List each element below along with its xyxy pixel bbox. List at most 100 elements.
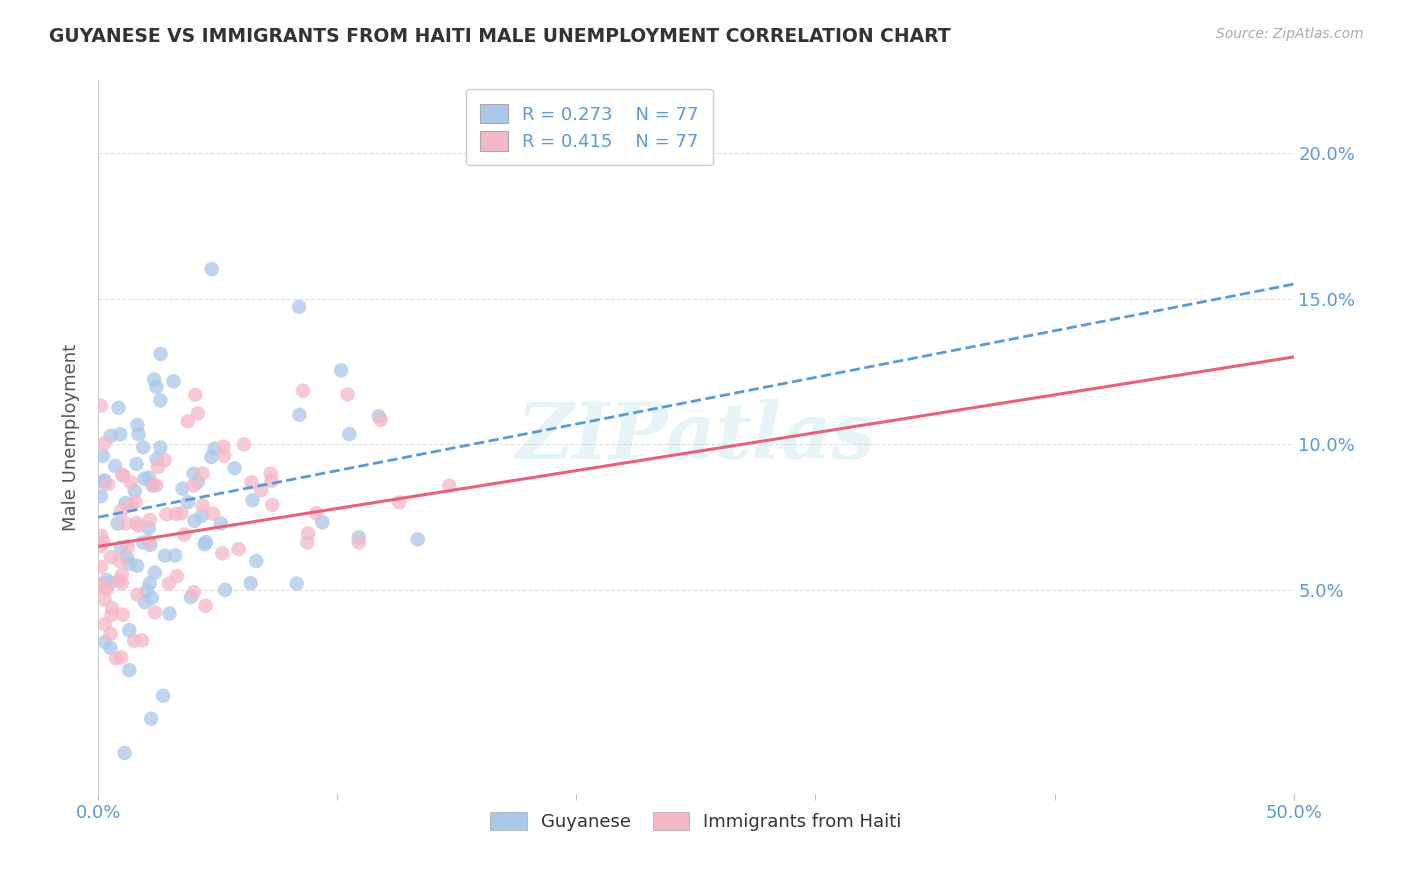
Point xyxy=(166,569,188,583)
Point xyxy=(149,393,172,408)
Point xyxy=(143,566,166,580)
Point xyxy=(97,477,120,491)
Point xyxy=(125,457,148,471)
Point xyxy=(194,537,217,551)
Point xyxy=(336,387,359,401)
Point xyxy=(165,549,187,563)
Point xyxy=(107,516,129,531)
Point xyxy=(406,533,429,547)
Point xyxy=(124,495,146,509)
Point xyxy=(228,542,250,557)
Point xyxy=(94,635,117,649)
Point xyxy=(122,633,145,648)
Point xyxy=(149,347,172,361)
Point xyxy=(120,475,142,490)
Point xyxy=(100,550,122,565)
Point xyxy=(157,576,180,591)
Point xyxy=(337,427,360,442)
Point xyxy=(245,554,267,568)
Point xyxy=(96,582,118,596)
Point xyxy=(285,576,308,591)
Point xyxy=(191,467,214,481)
Point xyxy=(145,451,167,466)
Point xyxy=(100,626,122,640)
Point xyxy=(111,576,134,591)
Point xyxy=(191,499,214,513)
Point xyxy=(155,508,177,522)
Point xyxy=(134,472,156,486)
Point xyxy=(90,529,112,543)
Point xyxy=(101,601,124,615)
Point xyxy=(165,507,187,521)
Point xyxy=(183,467,205,481)
Point xyxy=(209,516,232,531)
Point xyxy=(291,384,314,398)
Point xyxy=(177,414,200,428)
Point xyxy=(112,468,135,483)
Point xyxy=(439,479,461,493)
Point xyxy=(93,475,115,490)
Point xyxy=(200,450,222,464)
Point xyxy=(202,507,225,521)
Point xyxy=(93,592,115,607)
Point xyxy=(153,453,176,467)
Point xyxy=(90,559,112,574)
Point xyxy=(142,478,165,492)
Point xyxy=(240,475,263,490)
Point xyxy=(250,483,273,498)
Point xyxy=(115,550,138,565)
Point xyxy=(114,496,136,510)
Point xyxy=(260,474,283,488)
Point xyxy=(183,585,205,599)
Point xyxy=(114,746,136,760)
Text: ZIPatlas: ZIPatlas xyxy=(516,399,876,475)
Point xyxy=(138,534,160,549)
Point xyxy=(370,413,392,427)
Point xyxy=(93,474,115,488)
Point xyxy=(146,460,169,475)
Point xyxy=(297,526,319,541)
Point xyxy=(94,617,117,632)
Point xyxy=(111,467,134,482)
Point xyxy=(110,650,132,665)
Point xyxy=(305,506,328,520)
Point xyxy=(134,595,156,609)
Point xyxy=(262,498,284,512)
Point xyxy=(132,535,155,549)
Point xyxy=(90,489,112,503)
Point xyxy=(139,538,162,552)
Point xyxy=(104,458,127,473)
Point xyxy=(214,582,236,597)
Point xyxy=(212,440,235,454)
Point xyxy=(347,535,370,549)
Point xyxy=(232,437,254,451)
Point xyxy=(183,514,205,528)
Point xyxy=(120,498,142,512)
Point xyxy=(125,516,148,530)
Point xyxy=(111,568,134,582)
Point xyxy=(184,388,207,402)
Point xyxy=(93,535,115,549)
Point xyxy=(100,429,122,443)
Point xyxy=(139,576,162,591)
Point xyxy=(118,663,141,677)
Point xyxy=(127,558,149,573)
Y-axis label: Male Unemployment: Male Unemployment xyxy=(62,343,80,531)
Point xyxy=(187,475,209,489)
Point xyxy=(242,493,264,508)
Point xyxy=(108,554,131,568)
Point xyxy=(347,530,370,544)
Point xyxy=(124,483,146,498)
Point xyxy=(96,573,118,587)
Legend: Guyanese, Immigrants from Haiti: Guyanese, Immigrants from Haiti xyxy=(484,805,908,838)
Point xyxy=(90,577,112,591)
Point xyxy=(224,461,246,475)
Point xyxy=(162,375,184,389)
Point xyxy=(138,521,160,535)
Point xyxy=(108,574,131,588)
Point xyxy=(149,441,172,455)
Point xyxy=(90,399,112,413)
Point xyxy=(239,576,262,591)
Point xyxy=(105,651,128,665)
Point xyxy=(177,495,200,509)
